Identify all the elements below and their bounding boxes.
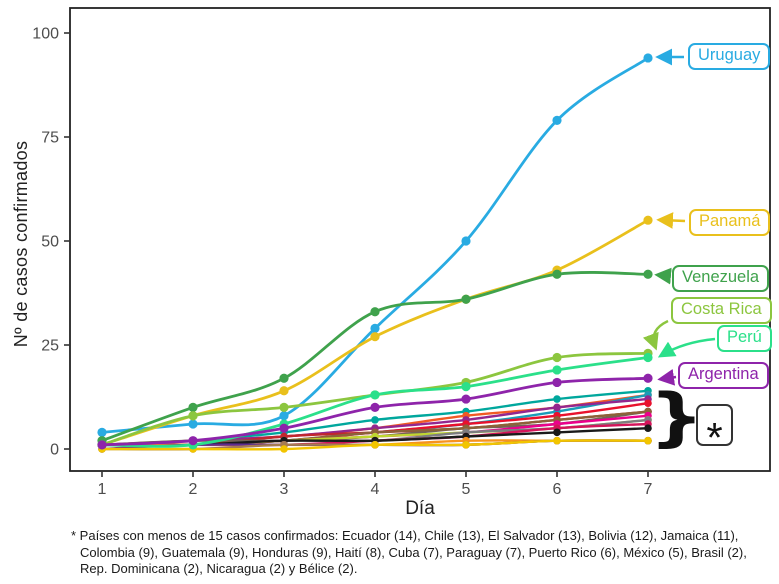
callout-arrow-costa-rica [642, 319, 669, 351]
country-label-per-: Perú [717, 325, 772, 352]
x-tick-label: 3 [280, 481, 289, 498]
y-tick-label: 25 [41, 338, 59, 355]
y-tick-label: 50 [41, 234, 59, 251]
x-tick-label: 6 [553, 481, 562, 498]
callout-arrow-panam- [656, 212, 686, 229]
panel-border [69, 7, 771, 472]
footnote-text: * Países con menos de 15 casos confirmad… [71, 528, 747, 577]
country-label-venezuela: Venezuela [672, 265, 770, 292]
x-tick-label: 7 [644, 481, 653, 498]
series-uruguay [97, 53, 653, 437]
x-tick-label: 5 [462, 481, 471, 498]
callout-arrow-venezuela [654, 267, 672, 285]
y-axis-title: Nº de casos confirmados [11, 140, 31, 348]
cluster-brace: } [649, 379, 705, 454]
y-tick-label: 100 [32, 26, 59, 43]
x-tick-label: 4 [371, 481, 380, 498]
country-label-panam-: Panamá [689, 209, 771, 236]
y-tick-label: 75 [41, 130, 59, 147]
country-label-uruguay: Uruguay [688, 43, 771, 70]
country-label-argentina: Argentina [678, 362, 769, 389]
series-argentina [97, 373, 653, 450]
callout-arrow-argentina [657, 368, 677, 386]
callout-arrow-per- [657, 337, 716, 358]
x-tick-label: 1 [98, 481, 107, 498]
country-label-costa-rica: Costa Rica [671, 297, 772, 324]
x-tick-label: 2 [189, 481, 198, 498]
y-tick-label: 0 [50, 442, 59, 459]
series-venezuela [97, 269, 653, 446]
x-axis-title: Día [405, 498, 435, 519]
asterisk-legend-box: * [696, 404, 733, 446]
